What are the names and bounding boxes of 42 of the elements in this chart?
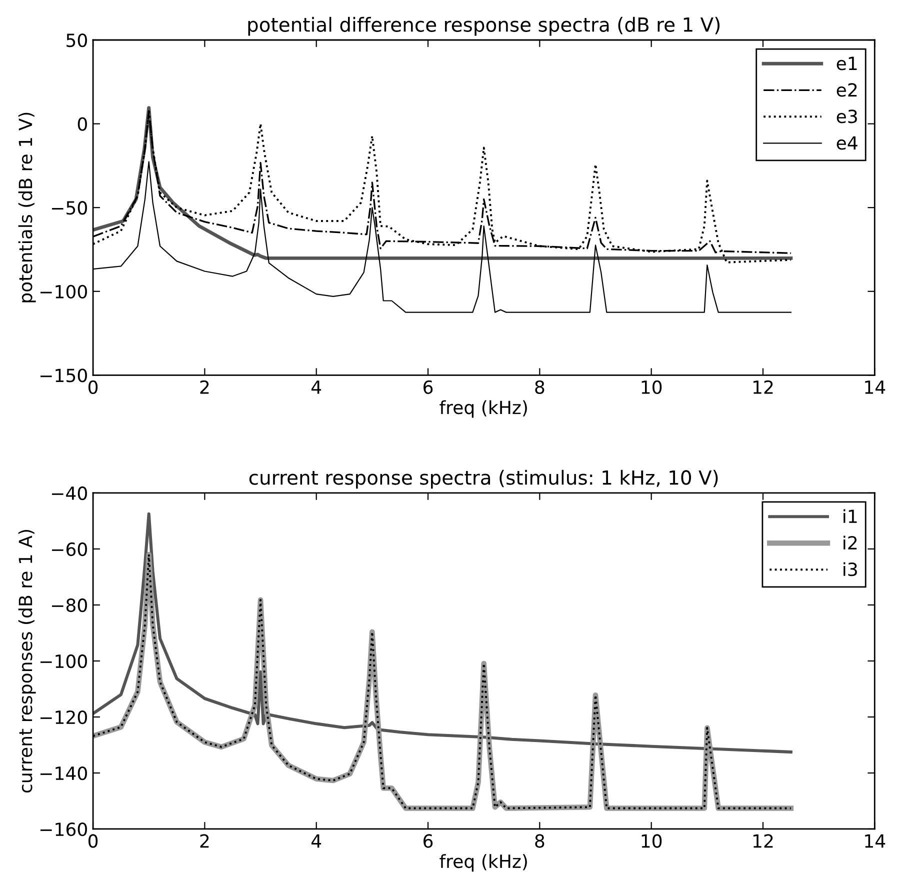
y-tick-label: −140: [40, 766, 87, 780]
y-tick-label: 50: [66, 33, 87, 48]
x-tick-label: 2: [200, 380, 209, 394]
x-tick-label: 8: [535, 834, 544, 848]
y-tick-label: −150: [40, 368, 87, 382]
x-tick-label: 12: [753, 834, 773, 848]
y-tick-label: −100: [40, 654, 87, 668]
legend-label: e3: [836, 110, 857, 124]
y-tick-label: −50: [52, 201, 87, 215]
x-tick-label: 6: [424, 834, 433, 848]
y-tick-label: −40: [52, 486, 87, 500]
y-axis-title: current responses (dB re 1 A): [18, 530, 36, 793]
line-series: [93, 512, 792, 754]
x-tick-label: 4: [311, 834, 322, 848]
x-tick-label: 4: [311, 380, 322, 394]
x-tick-label: 2: [200, 834, 209, 848]
legend-label: e1: [836, 56, 857, 70]
x-axis-title: freq (kHz): [440, 400, 527, 418]
y-tick-label: 0: [78, 117, 87, 131]
y-tick-label: −120: [40, 710, 87, 724]
x-tick-label: 14: [865, 834, 886, 848]
x-tick-label: 6: [424, 380, 433, 394]
x-tick-label: 8: [535, 380, 544, 394]
x-tick-label: 12: [753, 380, 773, 394]
y-tick-label: −60: [52, 542, 87, 556]
legend-label: i3: [844, 562, 857, 576]
legend-label: i1: [844, 509, 857, 523]
legend-label: e2: [836, 83, 857, 97]
y-tick-label: −160: [40, 822, 87, 836]
x-axis-title: freq (kHz): [440, 854, 527, 872]
y-axis-title: potentials (dB re 1 V): [18, 112, 36, 302]
x-tick-label: 10: [642, 380, 662, 394]
x-tick-label: 0: [88, 834, 98, 848]
legend-label: i2: [844, 536, 857, 550]
x-tick-label: 0: [88, 380, 98, 394]
x-tick-label: 10: [642, 834, 662, 848]
y-tick-label: −100: [40, 284, 87, 298]
chart-title: potential difference response spectra (dB re 1 V): [248, 16, 720, 36]
x-tick-label: 14: [865, 380, 886, 394]
y-tick-label: −80: [52, 598, 87, 612]
legend-label: e4: [836, 136, 858, 150]
chart-title: current response spectra (stimulus: 1 kHz, 10 V): [249, 470, 718, 489]
